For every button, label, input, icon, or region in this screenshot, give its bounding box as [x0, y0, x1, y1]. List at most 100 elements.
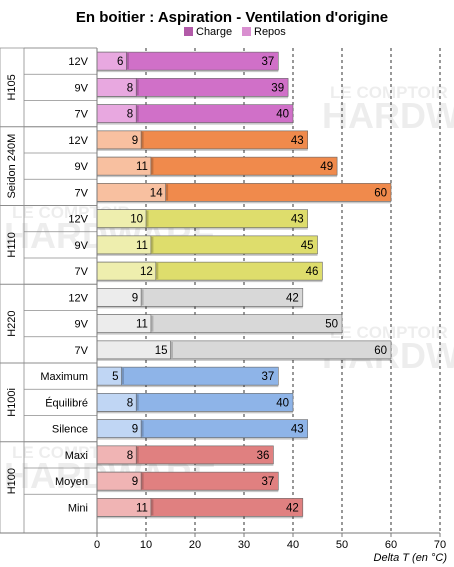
data-label-repos: 43 — [291, 214, 304, 226]
bar-charge-edge — [141, 289, 144, 306]
x-tick-label: 40 — [287, 539, 299, 551]
data-label-charge: 9 — [132, 476, 138, 488]
data-label-repos: 39 — [271, 82, 284, 94]
data-label-charge: 10 — [130, 214, 143, 226]
group-label: H110 — [6, 232, 18, 257]
data-label-repos: 49 — [320, 161, 333, 173]
row-label: 7V — [75, 109, 89, 121]
row-label: 12V — [68, 214, 88, 226]
data-label-charge: 6 — [117, 56, 123, 68]
data-label-repos: 37 — [262, 476, 275, 488]
x-tick-label: 50 — [336, 539, 348, 551]
data-label-repos: 37 — [262, 56, 275, 68]
x-tick-label: 30 — [238, 539, 250, 551]
watermark-text: HARDWARE — [322, 95, 454, 136]
data-label-charge: 15 — [155, 345, 168, 357]
row-label: Maxi — [65, 450, 88, 462]
bar-charge-edge — [170, 341, 173, 358]
data-label-charge: 14 — [150, 187, 163, 199]
bar-charge-edge — [150, 499, 154, 516]
watermark-text: LE COMPTOIR — [330, 83, 448, 102]
bar-charge-edge — [126, 53, 129, 70]
row-label: 9V — [75, 82, 89, 94]
data-label-repos: 36 — [257, 450, 270, 462]
bar-charge-edge — [150, 158, 154, 175]
data-label-repos: 42 — [286, 502, 299, 514]
row-label: Silence — [52, 424, 88, 436]
data-label-charge: 8 — [127, 109, 133, 121]
bars: 6 37 8 39 8 40 9 43 11 49 14 60 10 43 11 45 12 46 9 42 11 50 1… — [96, 51, 392, 519]
bar-charge-edge — [165, 184, 169, 201]
legend-swatch-charge — [184, 27, 193, 36]
bar-charge-edge — [141, 473, 144, 490]
bar-charge-edge — [150, 315, 154, 332]
group-bands: H105 12V 9V 7V Seidon 240M 12V 9V 7V H110 12V 9V 7V… — [0, 47, 97, 514]
row-label: Mini — [68, 502, 88, 514]
group-label: Seidon 240M — [6, 134, 18, 199]
group-label: H100 — [6, 468, 18, 494]
chart-title: En boitier : Aspiration - Ventilation d'… — [76, 9, 388, 26]
bar-charge-edge — [136, 79, 139, 96]
legend-label-charge: Charge — [196, 26, 232, 38]
row-label: Maximum — [40, 371, 88, 383]
bar-charge-edge — [136, 394, 139, 411]
x-axis: 0 10 20 30 40 50 60 70 — [0, 47, 446, 551]
legend-swatch-repos — [242, 27, 251, 36]
data-label-charge: 9 — [132, 292, 138, 304]
row-label: Équilibré — [45, 396, 88, 409]
bar-charge-edge — [141, 420, 144, 437]
data-label-charge: 8 — [127, 450, 133, 462]
row-label: Moyen — [55, 476, 88, 488]
data-label-charge: 5 — [112, 371, 118, 383]
row-label: 9V — [75, 161, 89, 173]
bar-charge-edge — [136, 446, 139, 463]
data-label-repos: 40 — [276, 109, 289, 121]
row-label: 7V — [75, 266, 89, 278]
x-tick-label: 70 — [434, 539, 446, 551]
row-label: 7V — [75, 187, 89, 199]
x-tick-label: 0 — [94, 539, 100, 551]
watermark-text: LE COMPTOIR — [330, 323, 448, 342]
bar-charge-edge — [121, 368, 124, 385]
row-label: 12V — [68, 292, 88, 304]
x-tick-label: 10 — [140, 539, 152, 551]
group-label: H105 — [6, 74, 18, 100]
data-label-charge: 11 — [136, 319, 148, 331]
bar-charge-edge — [150, 236, 154, 253]
data-label-repos: 60 — [374, 345, 387, 357]
data-label-repos: 60 — [374, 187, 387, 199]
data-label-charge: 11 — [136, 502, 148, 514]
data-label-repos: 40 — [276, 397, 289, 409]
data-label-charge: 11 — [136, 161, 148, 173]
bar-charge-edge — [155, 263, 159, 280]
row-label: 12V — [68, 135, 88, 147]
data-label-charge: 9 — [132, 424, 138, 436]
row-label: 9V — [75, 319, 89, 331]
group-label: H220 — [6, 310, 18, 336]
bar-charge-edge — [136, 105, 139, 122]
bar-charge-edge — [141, 131, 144, 148]
data-label-repos: 43 — [291, 424, 304, 436]
data-label-charge: 8 — [127, 397, 133, 409]
row-label: 9V — [75, 240, 89, 252]
row-label: 7V — [75, 345, 89, 357]
data-label-repos: 37 — [262, 371, 275, 383]
data-label-charge: 12 — [140, 266, 153, 278]
bar-repos — [96, 366, 279, 386]
data-label-repos: 45 — [301, 240, 314, 252]
data-label-charge: 8 — [127, 82, 133, 94]
data-label-repos: 50 — [325, 319, 338, 331]
legend-label-repos: Repos — [254, 26, 286, 38]
x-axis-label: Delta T (en °C) — [374, 552, 448, 564]
group-label: H100i — [6, 388, 18, 417]
x-tick-label: 60 — [385, 539, 397, 551]
row-label: 12V — [68, 56, 88, 68]
data-label-charge: 11 — [136, 240, 148, 252]
data-label-charge: 9 — [132, 135, 138, 147]
data-label-repos: 43 — [291, 135, 304, 147]
data-label-repos: 46 — [306, 266, 319, 278]
bar-charge-edge — [146, 210, 149, 227]
x-tick-label: 20 — [189, 539, 201, 551]
legend: Charge Repos — [184, 26, 286, 38]
